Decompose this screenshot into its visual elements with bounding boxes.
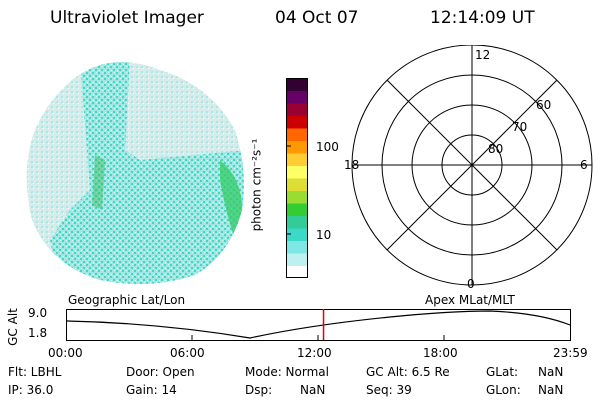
info-door: Door: Open: [126, 365, 195, 379]
colorbar-title: photon cm⁻²s⁻¹: [249, 138, 264, 232]
timeline-x-tick-0000: 00:00: [48, 346, 83, 360]
colorbar-band: [287, 178, 307, 191]
colorbar-band: [287, 215, 307, 229]
polar-plot: 12 18 6 0 60 70 80: [344, 45, 593, 291]
info-glon-label: GLon:: [486, 383, 521, 397]
timeline-y-label: GC Alt: [5, 308, 20, 346]
colorbar-tick-10: 10: [316, 228, 332, 242]
info-glat-label: GLat:: [486, 365, 519, 379]
gc-alt-curve: [66, 310, 571, 339]
mlat-label-60: 60: [536, 98, 551, 112]
date-label: 04 Oct 07: [275, 8, 359, 28]
colorbar-band: [287, 153, 307, 166]
colorbar-band: [287, 228, 307, 241]
colorbar-band: [287, 265, 307, 278]
timeline-x-tick-2359: 23:59: [553, 346, 588, 360]
colorbar-band: [287, 140, 307, 154]
mlt-label-12: 12: [475, 48, 490, 62]
instrument-title: Ultraviolet Imager: [50, 8, 204, 28]
mlt-label-18: 18: [344, 158, 359, 172]
mlat-label-70: 70: [512, 120, 527, 134]
info-glat-value: NaN: [538, 365, 564, 379]
timeline-x-tick-1800: 18:00: [423, 346, 458, 360]
info-gc-alt: GC Alt: 6.5 Re: [366, 365, 450, 379]
info-ip: IP: 36.0: [8, 383, 54, 397]
time-label: 12:14:09 UT: [430, 8, 535, 28]
info-glon-value: NaN: [538, 383, 564, 397]
info-filter: Flt: LBHL: [8, 365, 62, 379]
timeline-x-tick-0600: 06:00: [170, 346, 205, 360]
info-dsp-value: NaN: [300, 383, 326, 397]
timeline-y-tick-min: 1.8: [28, 326, 48, 340]
colorbar: [286, 78, 308, 278]
timeline-x-tick-1200: 12:00: [297, 346, 332, 360]
mlt-label-6: 6: [580, 158, 588, 172]
colorbar-band: [287, 78, 307, 91]
uv-image: [26, 62, 244, 284]
info-mode: Mode: Normal: [245, 365, 329, 379]
timeline-y-tick-max: 9.0: [28, 306, 48, 320]
info-gain: Gain: 14: [126, 383, 177, 397]
colorbar-tick-100: 100: [316, 140, 339, 154]
colorbar-band: [287, 190, 307, 204]
info-dsp-label: Dsp:: [245, 383, 273, 397]
timeline-frame: [66, 309, 571, 341]
info-seq: Seq: 39: [366, 383, 412, 397]
colorbar-band: [287, 103, 307, 116]
colorbar-band: [287, 253, 307, 266]
colorbar-band: [287, 203, 307, 216]
timeline-plot: [66, 309, 571, 341]
mlat-label-80: 80: [488, 142, 503, 156]
colorbar-band: [287, 90, 307, 104]
colorbar-band: [287, 240, 307, 254]
polar-diag-2: [386, 79, 558, 251]
mlt-label-0: 0: [467, 277, 475, 291]
timeline-right-title: Apex MLat/MLT: [425, 293, 515, 307]
timeline-left-title: Geographic Lat/Lon: [68, 293, 186, 307]
colorbar-band: [287, 115, 307, 129]
colorbar-band: [287, 165, 307, 179]
colorbar-band: [287, 128, 307, 141]
image-disk: [26, 62, 244, 284]
